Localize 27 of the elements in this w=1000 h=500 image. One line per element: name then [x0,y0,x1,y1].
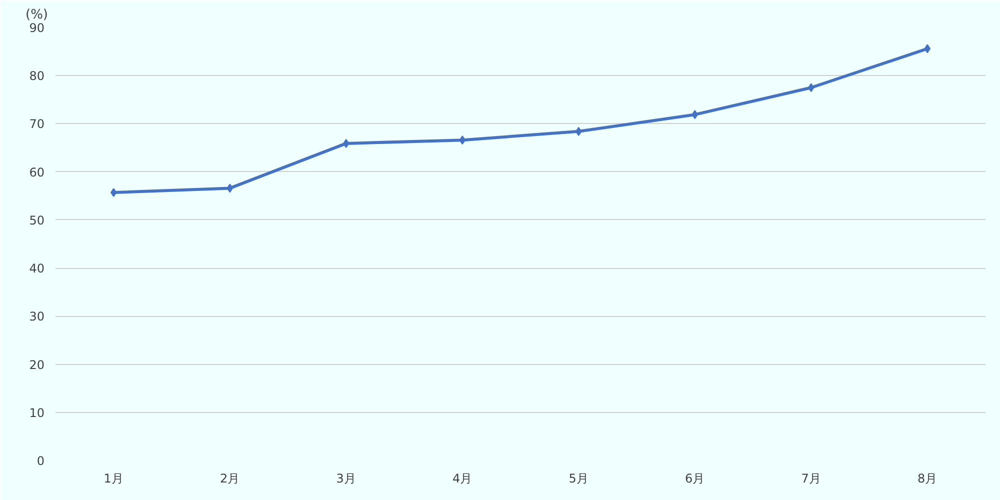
y-tick-label: 40 [29,262,45,276]
y-tick-label: 30 [29,310,45,324]
point [575,126,582,136]
x-tick-label: 3月 [336,472,356,486]
point [110,188,117,198]
y-tick-label: 10 [29,406,45,420]
y-tick-label: 50 [29,213,45,228]
point [226,184,234,193]
point [924,44,931,54]
point [342,138,350,148]
x-tick-label: 8月 [918,472,938,486]
y-tick-label: 90 [29,21,45,35]
point [459,136,466,145]
y-tick-label: 0 [36,454,45,468]
x-tick-label: 2月 [220,472,240,486]
x-tick-label: 5月 [568,472,588,486]
y-tick-label: 80 [29,69,45,84]
x-tick-label: 6月 [685,472,705,486]
x-tick-label: 7月 [801,472,821,486]
y-tick-label: 20 [29,358,45,372]
x-tick-label: 4月 [452,472,472,486]
y-tick-label: 60 [29,165,45,180]
point [808,83,814,92]
x-tick-label: 1月 [104,472,124,486]
point [692,110,698,120]
y-axis-title: (%) [26,8,48,22]
y-tick-label: 70 [29,117,45,132]
